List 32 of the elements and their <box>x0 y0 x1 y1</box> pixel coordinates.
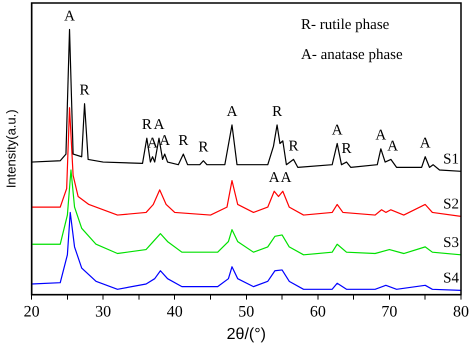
x-tick-label: 60 <box>310 303 326 320</box>
annotation: A <box>375 128 386 144</box>
annotation: R <box>178 133 188 150</box>
annotation: A <box>154 117 165 134</box>
annotation: A <box>159 133 170 150</box>
annotation: R <box>198 140 208 156</box>
annotation: A- anatase phase <box>301 46 403 63</box>
annotation: R- rutile phase <box>301 16 390 33</box>
annotation: A <box>226 104 238 120</box>
annotation: R <box>80 82 90 99</box>
annotation: A <box>268 170 280 186</box>
annotation: R <box>288 138 299 154</box>
annotation: A <box>332 122 343 138</box>
y-axis-title: Intensity(a.u.) <box>3 109 18 188</box>
annotation: R <box>142 117 152 134</box>
x-tick-label: 70 <box>381 303 398 320</box>
x-tick-label: 50 <box>238 303 254 320</box>
series-label: S3 <box>443 234 459 251</box>
series-label: S4 <box>443 270 460 286</box>
annotation: A <box>420 136 431 152</box>
x-tick-label: 40 <box>166 303 183 320</box>
annotation: R <box>341 140 352 157</box>
series-label: S1 <box>443 151 459 168</box>
x-tick-label: 80 <box>453 303 469 320</box>
annotation: A <box>64 8 76 24</box>
x-axis-title: 2θ/(°) <box>226 326 266 343</box>
x-tick-label: 30 <box>95 303 112 320</box>
annotation: R <box>272 104 282 120</box>
series-label: S2 <box>443 196 459 212</box>
annotation: A <box>387 138 398 154</box>
annotation: A <box>280 170 292 186</box>
x-tick-label: 20 <box>24 303 40 320</box>
